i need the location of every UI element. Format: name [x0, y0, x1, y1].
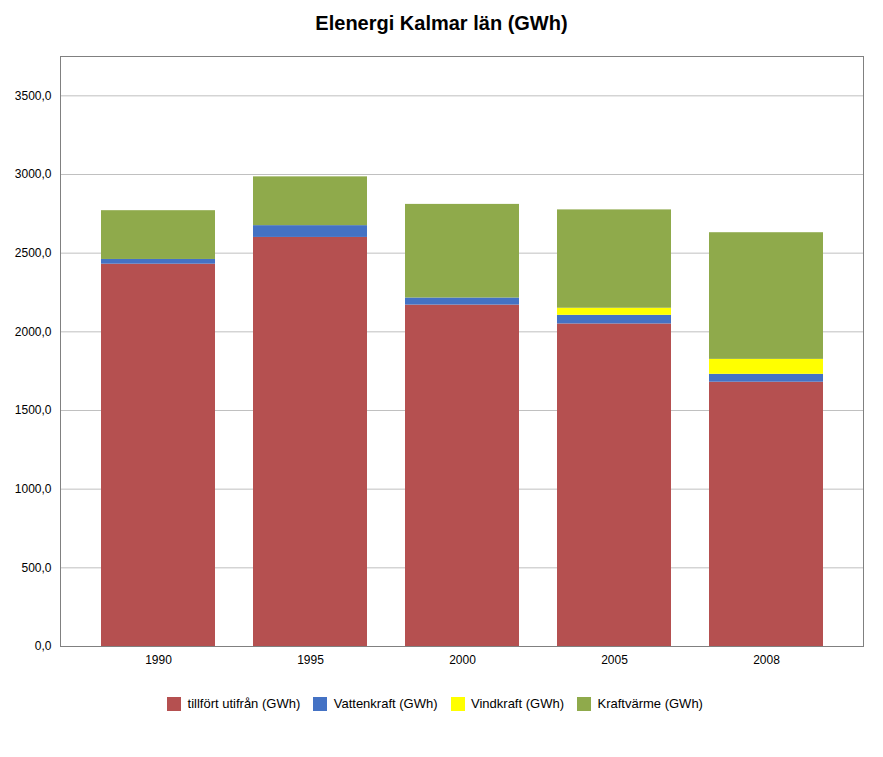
- svg-text:0,0: 0,0: [35, 639, 52, 653]
- svg-text:1990: 1990: [145, 653, 172, 667]
- svg-text:2000: 2000: [449, 653, 476, 667]
- svg-text:1995: 1995: [297, 653, 324, 667]
- svg-text:2000,0: 2000,0: [15, 325, 52, 339]
- svg-text:1500,0: 1500,0: [15, 403, 52, 417]
- svg-text:2005: 2005: [601, 653, 628, 667]
- svg-text:500,0: 500,0: [21, 561, 51, 575]
- svg-text:3500,0: 3500,0: [15, 89, 52, 103]
- html-text:Kraftvärme (GWh): Kraftvärme (GWh): [597, 696, 703, 711]
- html-text:Elenergi Kalmar län (GWh): Elenergi Kalmar län (GWh): [315, 12, 568, 34]
- svg-text:3000,0: 3000,0: [15, 167, 52, 181]
- svg-text:2008: 2008: [753, 653, 780, 667]
- svg-text:2500,0: 2500,0: [15, 246, 52, 260]
- svg-text:1000,0: 1000,0: [15, 482, 52, 496]
- html-text:Vattenkraft (GWh): Vattenkraft (GWh): [333, 696, 438, 711]
- html-text:tillfört utifrån (GWh): tillfört utifrån (GWh): [187, 696, 301, 711]
- html-text:Vindkraft (GWh): Vindkraft (GWh): [471, 696, 564, 711]
